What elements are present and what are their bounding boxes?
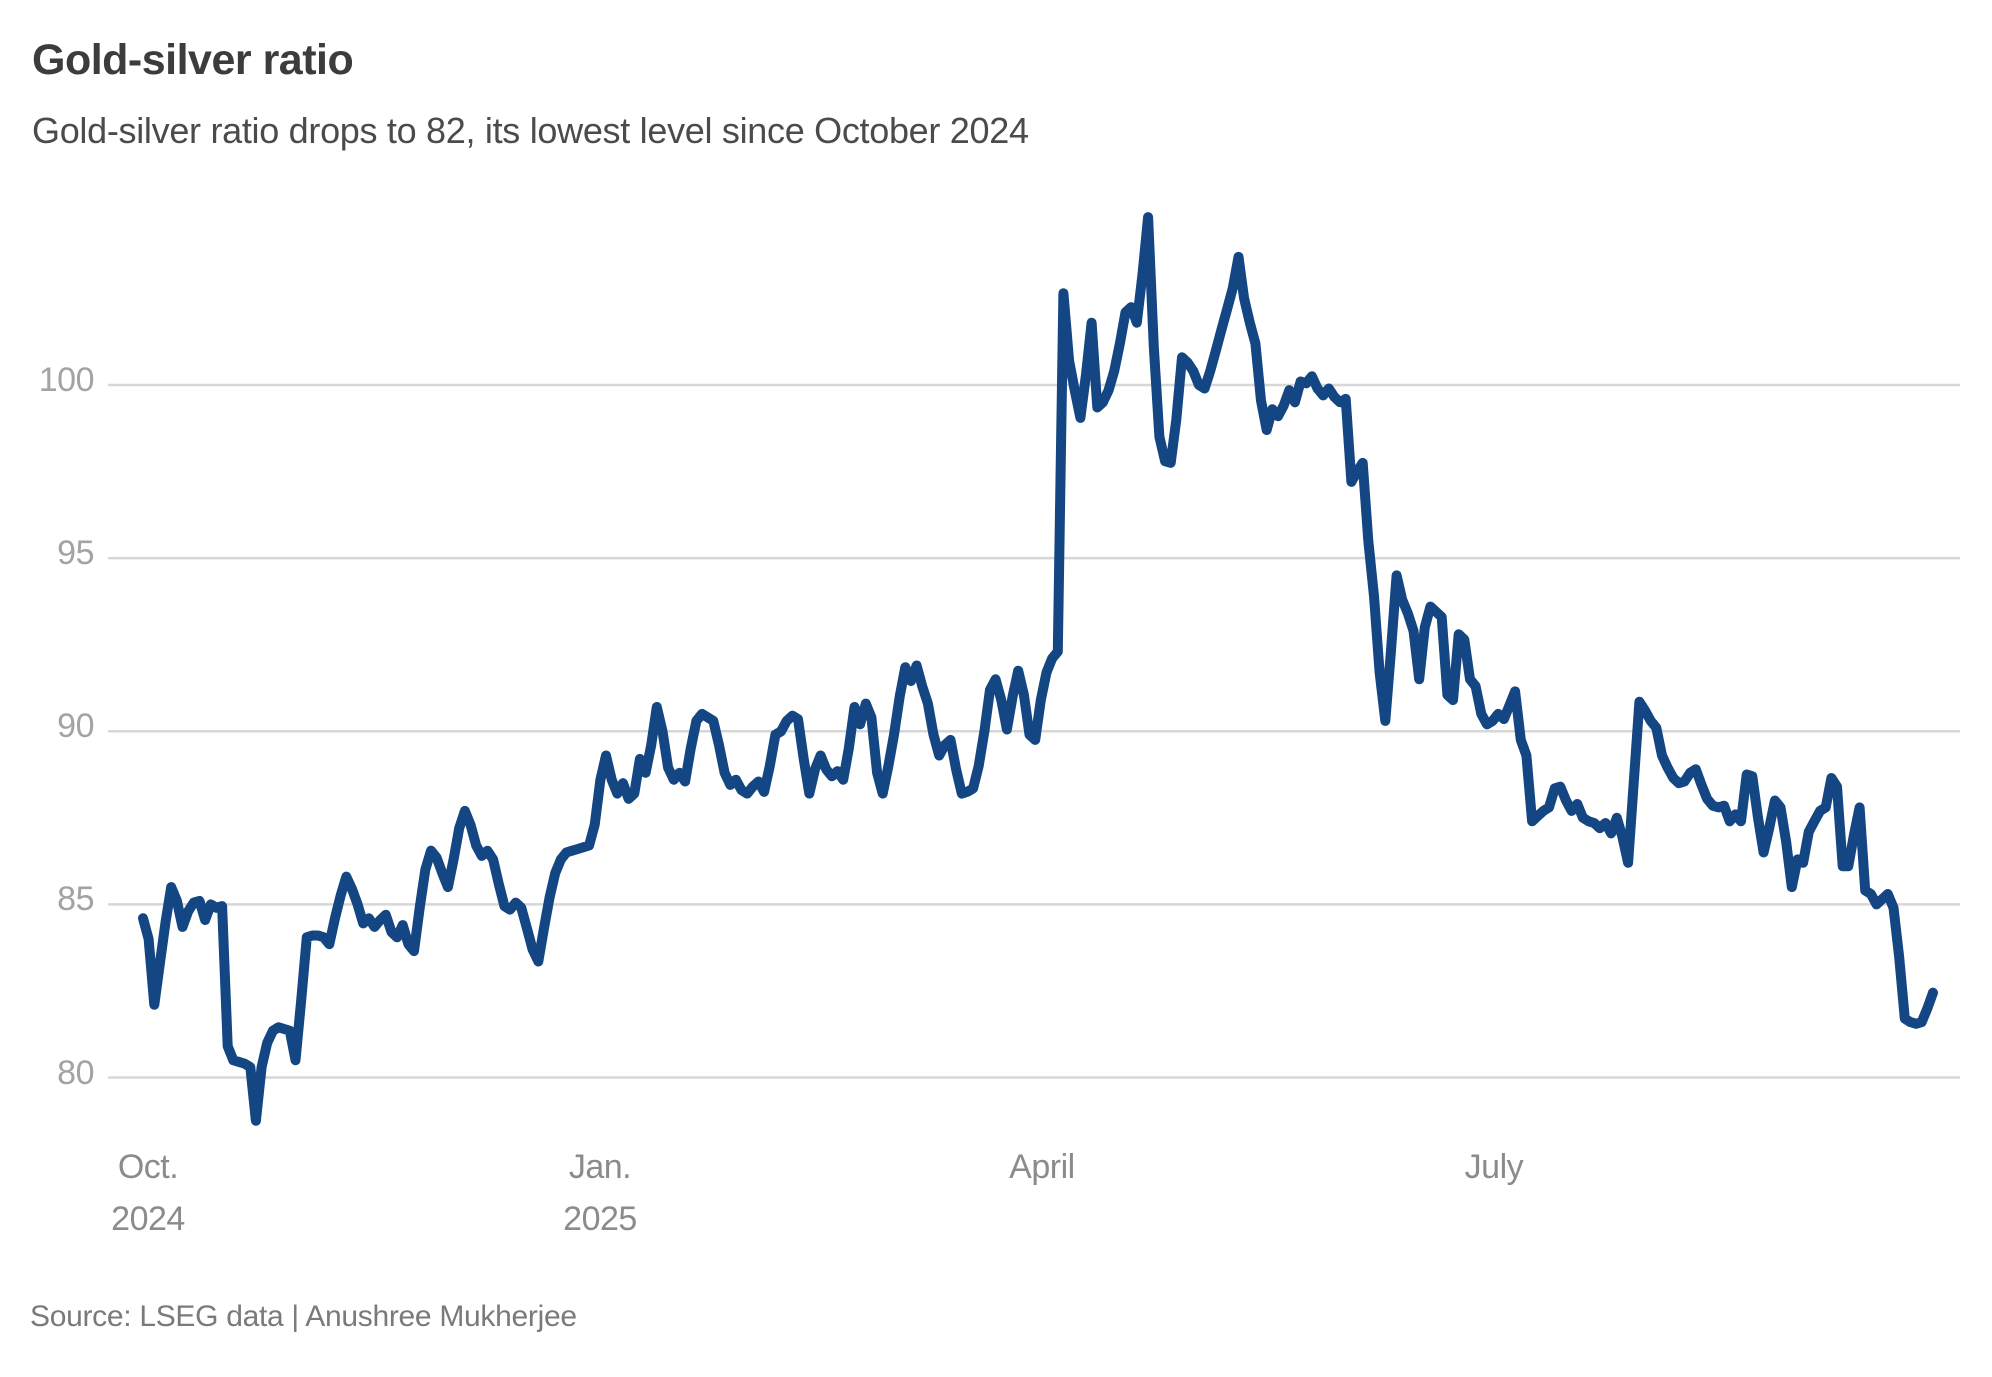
gold-silver-ratio-line bbox=[138, 212, 1938, 1126]
x-axis-tick-april: April bbox=[962, 1141, 1122, 1193]
x-tick-line2: 2025 bbox=[563, 1200, 637, 1238]
y-axis-tick-80: 80 bbox=[57, 1053, 94, 1092]
x-axis-tick-july: July bbox=[1414, 1141, 1574, 1193]
x-tick-line1: April bbox=[1009, 1148, 1075, 1186]
y-axis-tick-100: 100 bbox=[38, 361, 95, 399]
y-axis-tick-85: 85 bbox=[57, 880, 94, 919]
x-tick-line1: July bbox=[1464, 1148, 1524, 1186]
y-axis-tick-95: 95 bbox=[57, 534, 94, 573]
y-axis-tick-90: 90 bbox=[57, 707, 94, 746]
x-tick-line1: Jan. bbox=[568, 1148, 632, 1186]
page-title: Gold-silver ratio bbox=[32, 36, 354, 84]
x-axis-tick-oct: Oct. 2024 bbox=[68, 1141, 228, 1245]
x-tick-line1: Oct. bbox=[117, 1148, 179, 1186]
source-attribution: Source: LSEG data | Anushree Mukherjee bbox=[30, 1300, 577, 1333]
x-tick-line2: 2024 bbox=[111, 1200, 185, 1238]
chart-subtitle: Gold-silver ratio drops to 82, its lowes… bbox=[32, 110, 1029, 151]
x-axis-tick-jan: Jan. 2025 bbox=[520, 1141, 680, 1245]
